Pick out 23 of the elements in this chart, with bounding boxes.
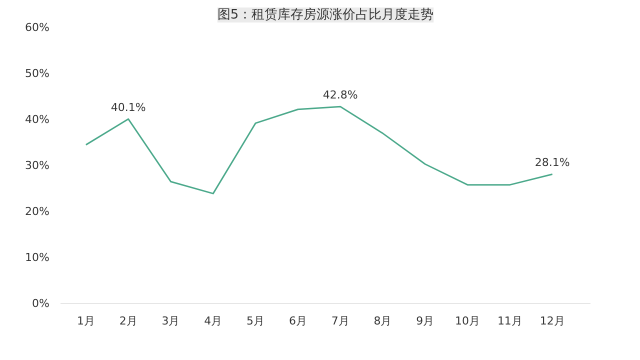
data-label: 40.1% <box>110 101 146 114</box>
y-tick-label: 60% <box>25 21 50 34</box>
data-label: 28.1% <box>534 156 570 170</box>
x-tick-label: 5月 <box>246 314 265 328</box>
y-tick-label: 10% <box>25 251 50 264</box>
y-tick-label: 0% <box>32 297 50 310</box>
x-tick-label: 11月 <box>497 314 522 328</box>
x-tick-label: 1月 <box>76 314 95 328</box>
x-tick-label: 7月 <box>331 314 350 328</box>
y-tick-label: 20% <box>25 205 50 218</box>
y-tick-label: 50% <box>25 67 50 80</box>
y-tick-label: 40% <box>25 113 50 126</box>
x-tick-label: 2月 <box>119 314 138 328</box>
x-tick-label: 9月 <box>416 314 434 328</box>
y-tick-label: 30% <box>25 159 50 172</box>
x-tick-label: 3月 <box>162 314 180 328</box>
x-tick-label: 10月 <box>455 314 480 328</box>
x-tick-label: 6月 <box>288 314 307 328</box>
x-tick-label: 4月 <box>204 314 222 328</box>
x-tick-label: 12月 <box>540 314 565 328</box>
data-label: 42.8% <box>322 88 358 102</box>
x-tick-label: 8月 <box>374 314 392 328</box>
chart-title: 图5：租赁库存房源涨价占比月度走势 <box>217 6 434 22</box>
